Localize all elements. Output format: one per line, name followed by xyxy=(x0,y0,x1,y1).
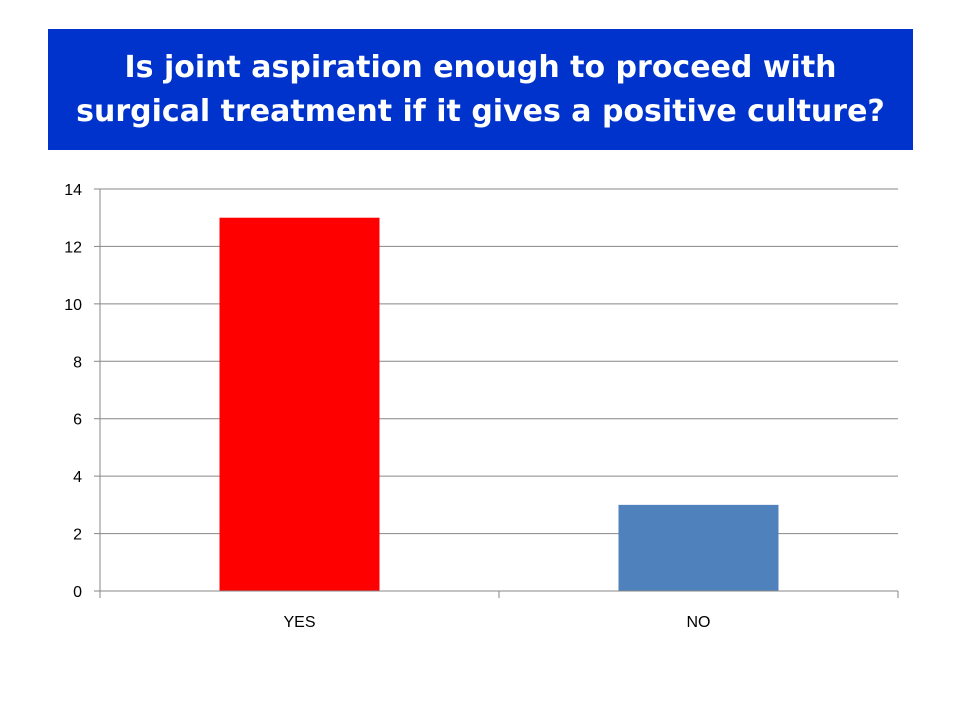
y-tick-label: 10 xyxy=(64,297,82,314)
y-tick-label: 6 xyxy=(73,412,82,429)
x-axis-ticks: YES NO xyxy=(99,591,899,631)
y-tick-label: 14 xyxy=(64,182,82,199)
y-tick-label: 8 xyxy=(73,354,82,371)
title-banner: Is joint aspiration enough to proceed wi… xyxy=(48,29,913,150)
y-tick-label: 4 xyxy=(73,469,82,486)
bar-no xyxy=(618,504,779,591)
x-tick-label: YES xyxy=(283,614,315,631)
bar-yes xyxy=(219,217,380,591)
y-tick-label: 0 xyxy=(73,584,82,601)
title-line-1: Is joint aspiration enough to proceed wi… xyxy=(124,49,837,85)
y-tick-label: 12 xyxy=(64,239,82,256)
x-tick-label: NO xyxy=(687,614,711,631)
bars xyxy=(219,217,779,591)
title-line-2: surgical treatment if it gives a positiv… xyxy=(76,93,885,129)
y-tick-label: 2 xyxy=(73,527,82,544)
y-axis-ticks: 0 2 4 6 8 10 12 14 xyxy=(64,182,100,601)
